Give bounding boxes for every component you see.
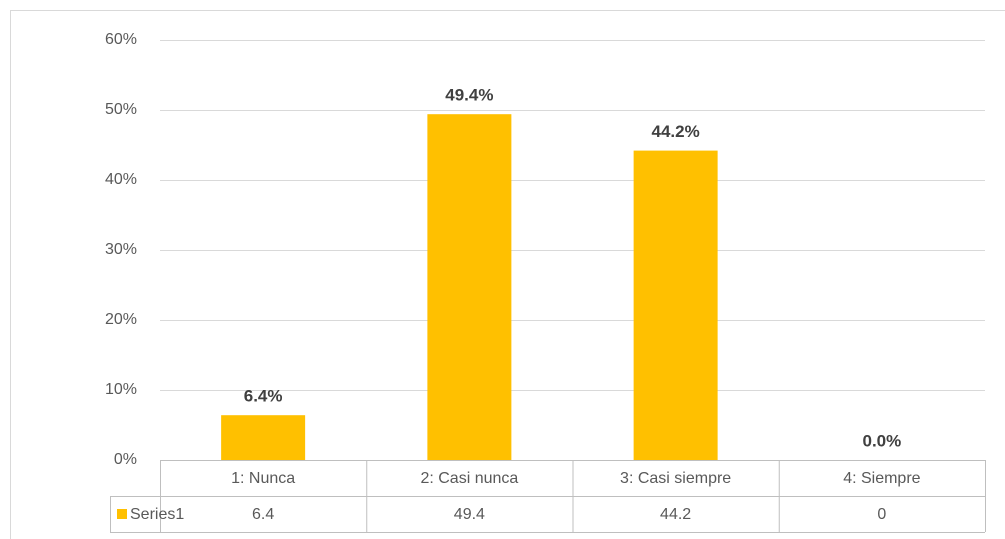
y-tick-label: 50%: [105, 101, 137, 118]
legend-key: [117, 509, 127, 519]
bar: [427, 114, 512, 460]
y-tick-label: 10%: [105, 381, 137, 398]
y-tick-label: 40%: [105, 171, 137, 188]
y-tick-label: 20%: [105, 311, 137, 328]
data-label: 49.4%: [445, 86, 493, 105]
x-tick-label: 3: Casi siempre: [620, 470, 731, 487]
data-label: 44.2%: [652, 122, 700, 141]
table-value: 0: [877, 506, 886, 523]
bar: [633, 150, 718, 460]
bar: [221, 415, 306, 460]
data-label: 0.0%: [863, 431, 902, 450]
chart-frame: [10, 10, 1005, 539]
legend-label: Series1: [130, 506, 184, 523]
data-label: 6.4%: [244, 387, 283, 406]
x-tick-label: 4: Siempre: [843, 470, 920, 487]
x-tick-label: 2: Casi nunca: [420, 470, 518, 487]
table-value: 6.4: [252, 506, 274, 523]
y-tick-label: 30%: [105, 241, 137, 258]
table-value: 49.4: [454, 506, 485, 523]
table-value: 44.2: [660, 506, 691, 523]
x-tick-label: 1: Nunca: [231, 470, 295, 487]
y-tick-label: 60%: [105, 31, 137, 48]
y-tick-label: 0%: [114, 451, 137, 468]
